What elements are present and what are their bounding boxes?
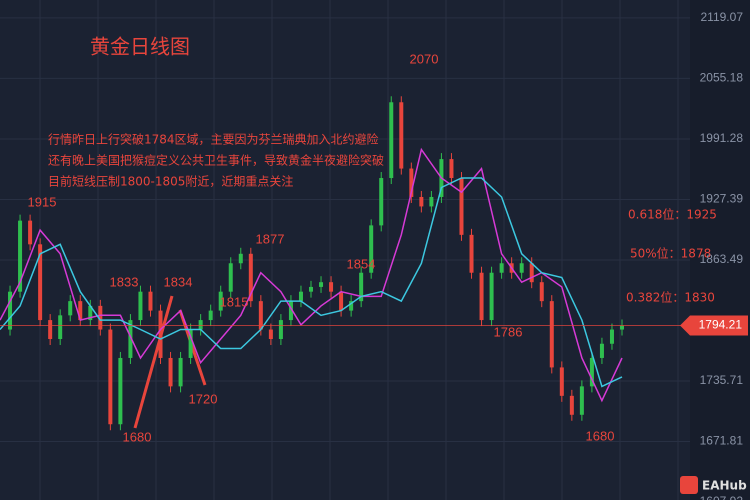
note: 目前短线压制1800-1805附近，近期重点关注 [48,174,293,189]
price-annotation: 2070 [410,51,439,66]
price-annotation: 1854 [347,256,376,271]
price-annotation: 1680 [123,429,152,444]
fib-label: 0.382位：1830 [626,290,715,305]
price-annotation: 1834 [164,274,193,289]
note: 行情昨日上行突破1784区域，主要因为芬兰瑞典加入北约避险 [48,132,379,147]
brand-logo [680,476,698,494]
y-tick-label: 1671.81 [700,434,744,448]
price-annotation: 1833 [110,274,139,289]
price-annotation: 1786 [494,324,523,339]
fib-label: 50%位：1878 [630,246,711,261]
y-tick-label: 1863.49 [700,252,744,266]
price-annotation: 1915 [28,194,57,209]
price-annotation: 1877 [256,231,285,246]
y-tick-label: 1735.71 [700,373,744,387]
fib-label: 0.618位：1925 [628,207,717,222]
brand: EAHub [702,479,747,493]
y-tick-label: 2055.18 [700,71,744,85]
price-annotation: 1815 [220,294,249,309]
moving-average [0,147,623,403]
y-tick-label: 1991.28 [700,131,744,145]
y-tick-label: 1607.92 [700,494,744,500]
arrow-up [133,295,174,429]
note: 还有晚上美国把猴痘定义公共卫生事件，导致黄金半夜避险突破 [48,153,384,168]
axis-panel [690,0,750,500]
price-annotation: 1680 [586,428,615,443]
price-annotation: 1720 [189,391,218,406]
current-price-tag [680,315,748,336]
chart-title: 黄金日线图 [90,35,190,59]
current-price-label: 1794.21 [699,318,743,332]
moving-average [0,177,623,388]
y-tick-label: 1927.39 [700,192,744,206]
y-tick-label: 2119.07 [701,10,744,24]
